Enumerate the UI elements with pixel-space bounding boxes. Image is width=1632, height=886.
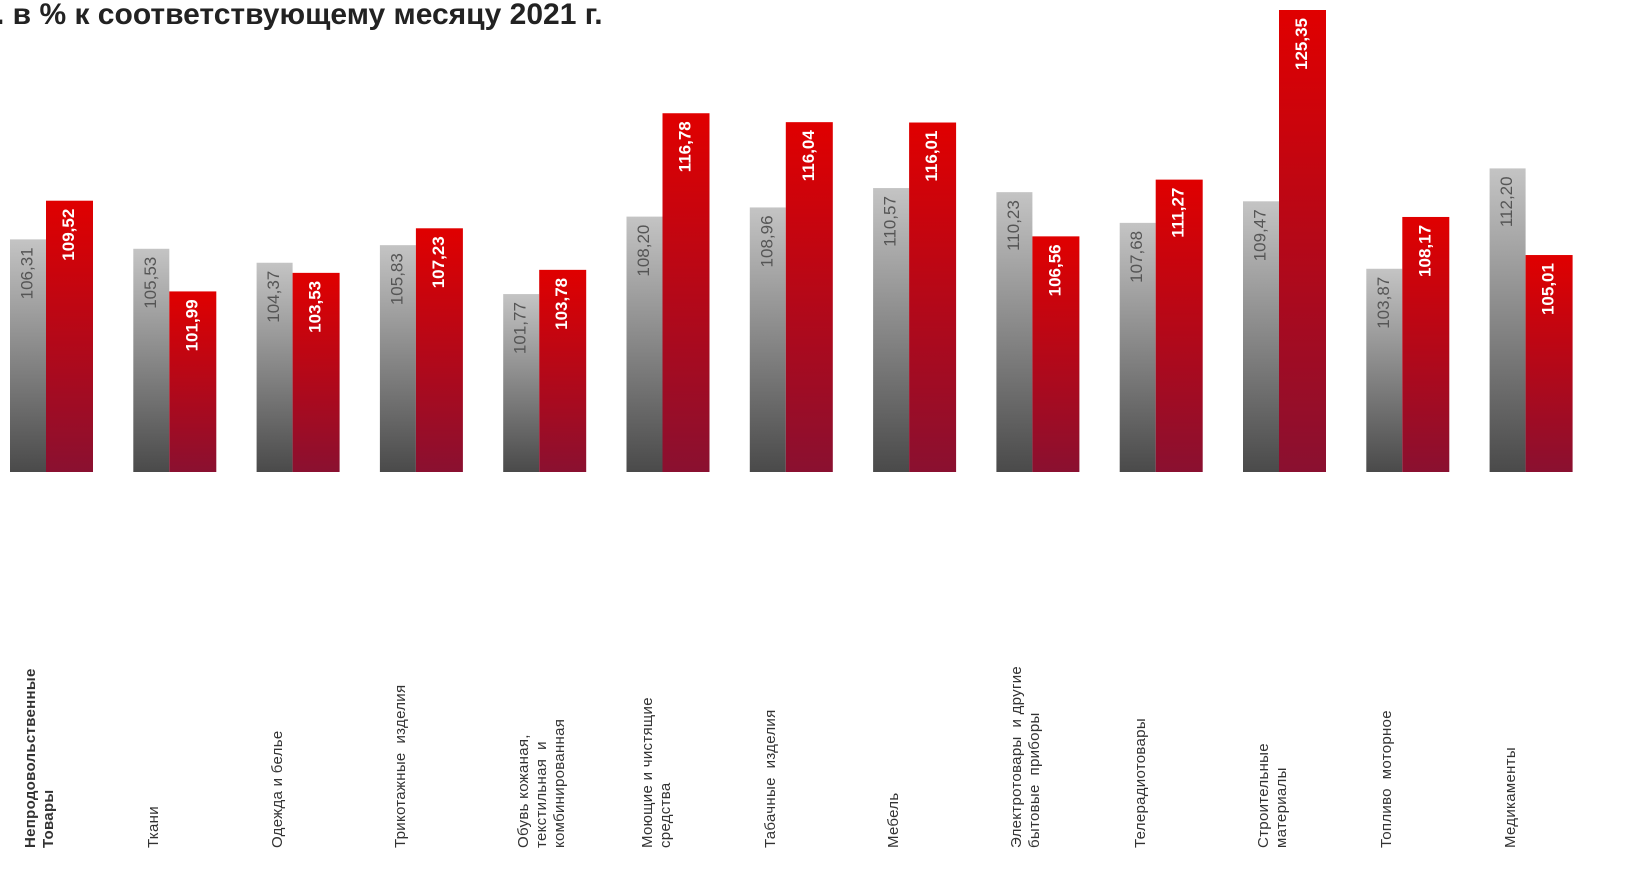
- category-label: Обувь кожаная, текстильная и комбинирова…: [515, 718, 569, 848]
- bar: [133, 248, 170, 472]
- value-label: 101,99: [182, 299, 201, 351]
- bar: [10, 239, 46, 472]
- value-label: 109,47: [1250, 209, 1269, 261]
- category-label: Электротовары и другие бытовые приборы: [1008, 665, 1044, 848]
- category-label: Медикаменты: [1501, 747, 1519, 848]
- bar: [169, 291, 217, 472]
- value-label: 107,68: [1127, 231, 1146, 283]
- bar: [256, 262, 293, 472]
- bar: [1155, 179, 1203, 473]
- bar: [1032, 236, 1080, 472]
- value-label: 108,17: [1415, 225, 1434, 277]
- bar: [749, 207, 786, 472]
- value-label: 106,31: [17, 247, 36, 299]
- category-label: Трикотажные изделия: [391, 684, 409, 848]
- chart-title: . в % к соответствующему месяцу 2021 г.: [0, 0, 603, 31]
- value-label: 110,57: [881, 196, 900, 247]
- category-label: Моющие и чистящие средства: [638, 697, 674, 848]
- bar: [46, 200, 93, 472]
- value-label: 112,20: [1497, 176, 1516, 227]
- bar: [909, 122, 957, 473]
- bar: [1279, 10, 1326, 472]
- bar: [1366, 268, 1403, 472]
- value-label: 107,23: [429, 236, 448, 288]
- category-label: Одежда и белье: [268, 730, 286, 848]
- category-label: Топливо моторное: [1378, 710, 1396, 848]
- bar: [1119, 222, 1156, 472]
- value-label: 108,96: [757, 215, 776, 267]
- value-label: 105,53: [141, 257, 160, 309]
- value-label: 103,87: [1374, 277, 1393, 329]
- value-label: 111,27: [1169, 188, 1188, 238]
- value-label: 103,53: [306, 281, 325, 333]
- bar: [503, 294, 540, 472]
- bar: [785, 122, 833, 472]
- value-label: 101,77: [511, 302, 530, 354]
- value-label: 104,37: [264, 271, 283, 323]
- bar: [626, 216, 663, 472]
- bar: [1525, 255, 1573, 472]
- bar: [662, 113, 710, 472]
- bar: [379, 245, 416, 472]
- category-label: Строительные материалы: [1255, 743, 1290, 848]
- category-label: Телерадиотовары: [1131, 718, 1149, 848]
- bar: [292, 272, 340, 472]
- bar: [1402, 216, 1450, 472]
- bar: [1243, 201, 1279, 472]
- value-label: 125,35: [1292, 18, 1311, 70]
- bar: [539, 269, 587, 472]
- value-label: 109,52: [59, 209, 78, 261]
- bar: [873, 188, 910, 472]
- bar: [415, 228, 463, 472]
- bar: [996, 192, 1033, 473]
- value-label: 110,23: [1004, 200, 1023, 251]
- value-label: 105,01: [1539, 263, 1558, 315]
- category-label: Мебель: [885, 792, 903, 848]
- value-label: 105,83: [387, 253, 406, 305]
- category-label: Непродовольственные Товары: [22, 668, 57, 848]
- value-label: 116,01: [922, 131, 941, 182]
- category-label: Ткани: [145, 806, 163, 848]
- value-label: 116,78: [675, 121, 694, 172]
- category-label: Табачные изделия: [761, 709, 779, 848]
- bar: [1489, 168, 1526, 472]
- value-label: 106,56: [1045, 244, 1064, 296]
- value-label: 116,04: [799, 130, 818, 182]
- value-label: 108,20: [634, 225, 653, 277]
- value-label: 103,78: [552, 278, 571, 330]
